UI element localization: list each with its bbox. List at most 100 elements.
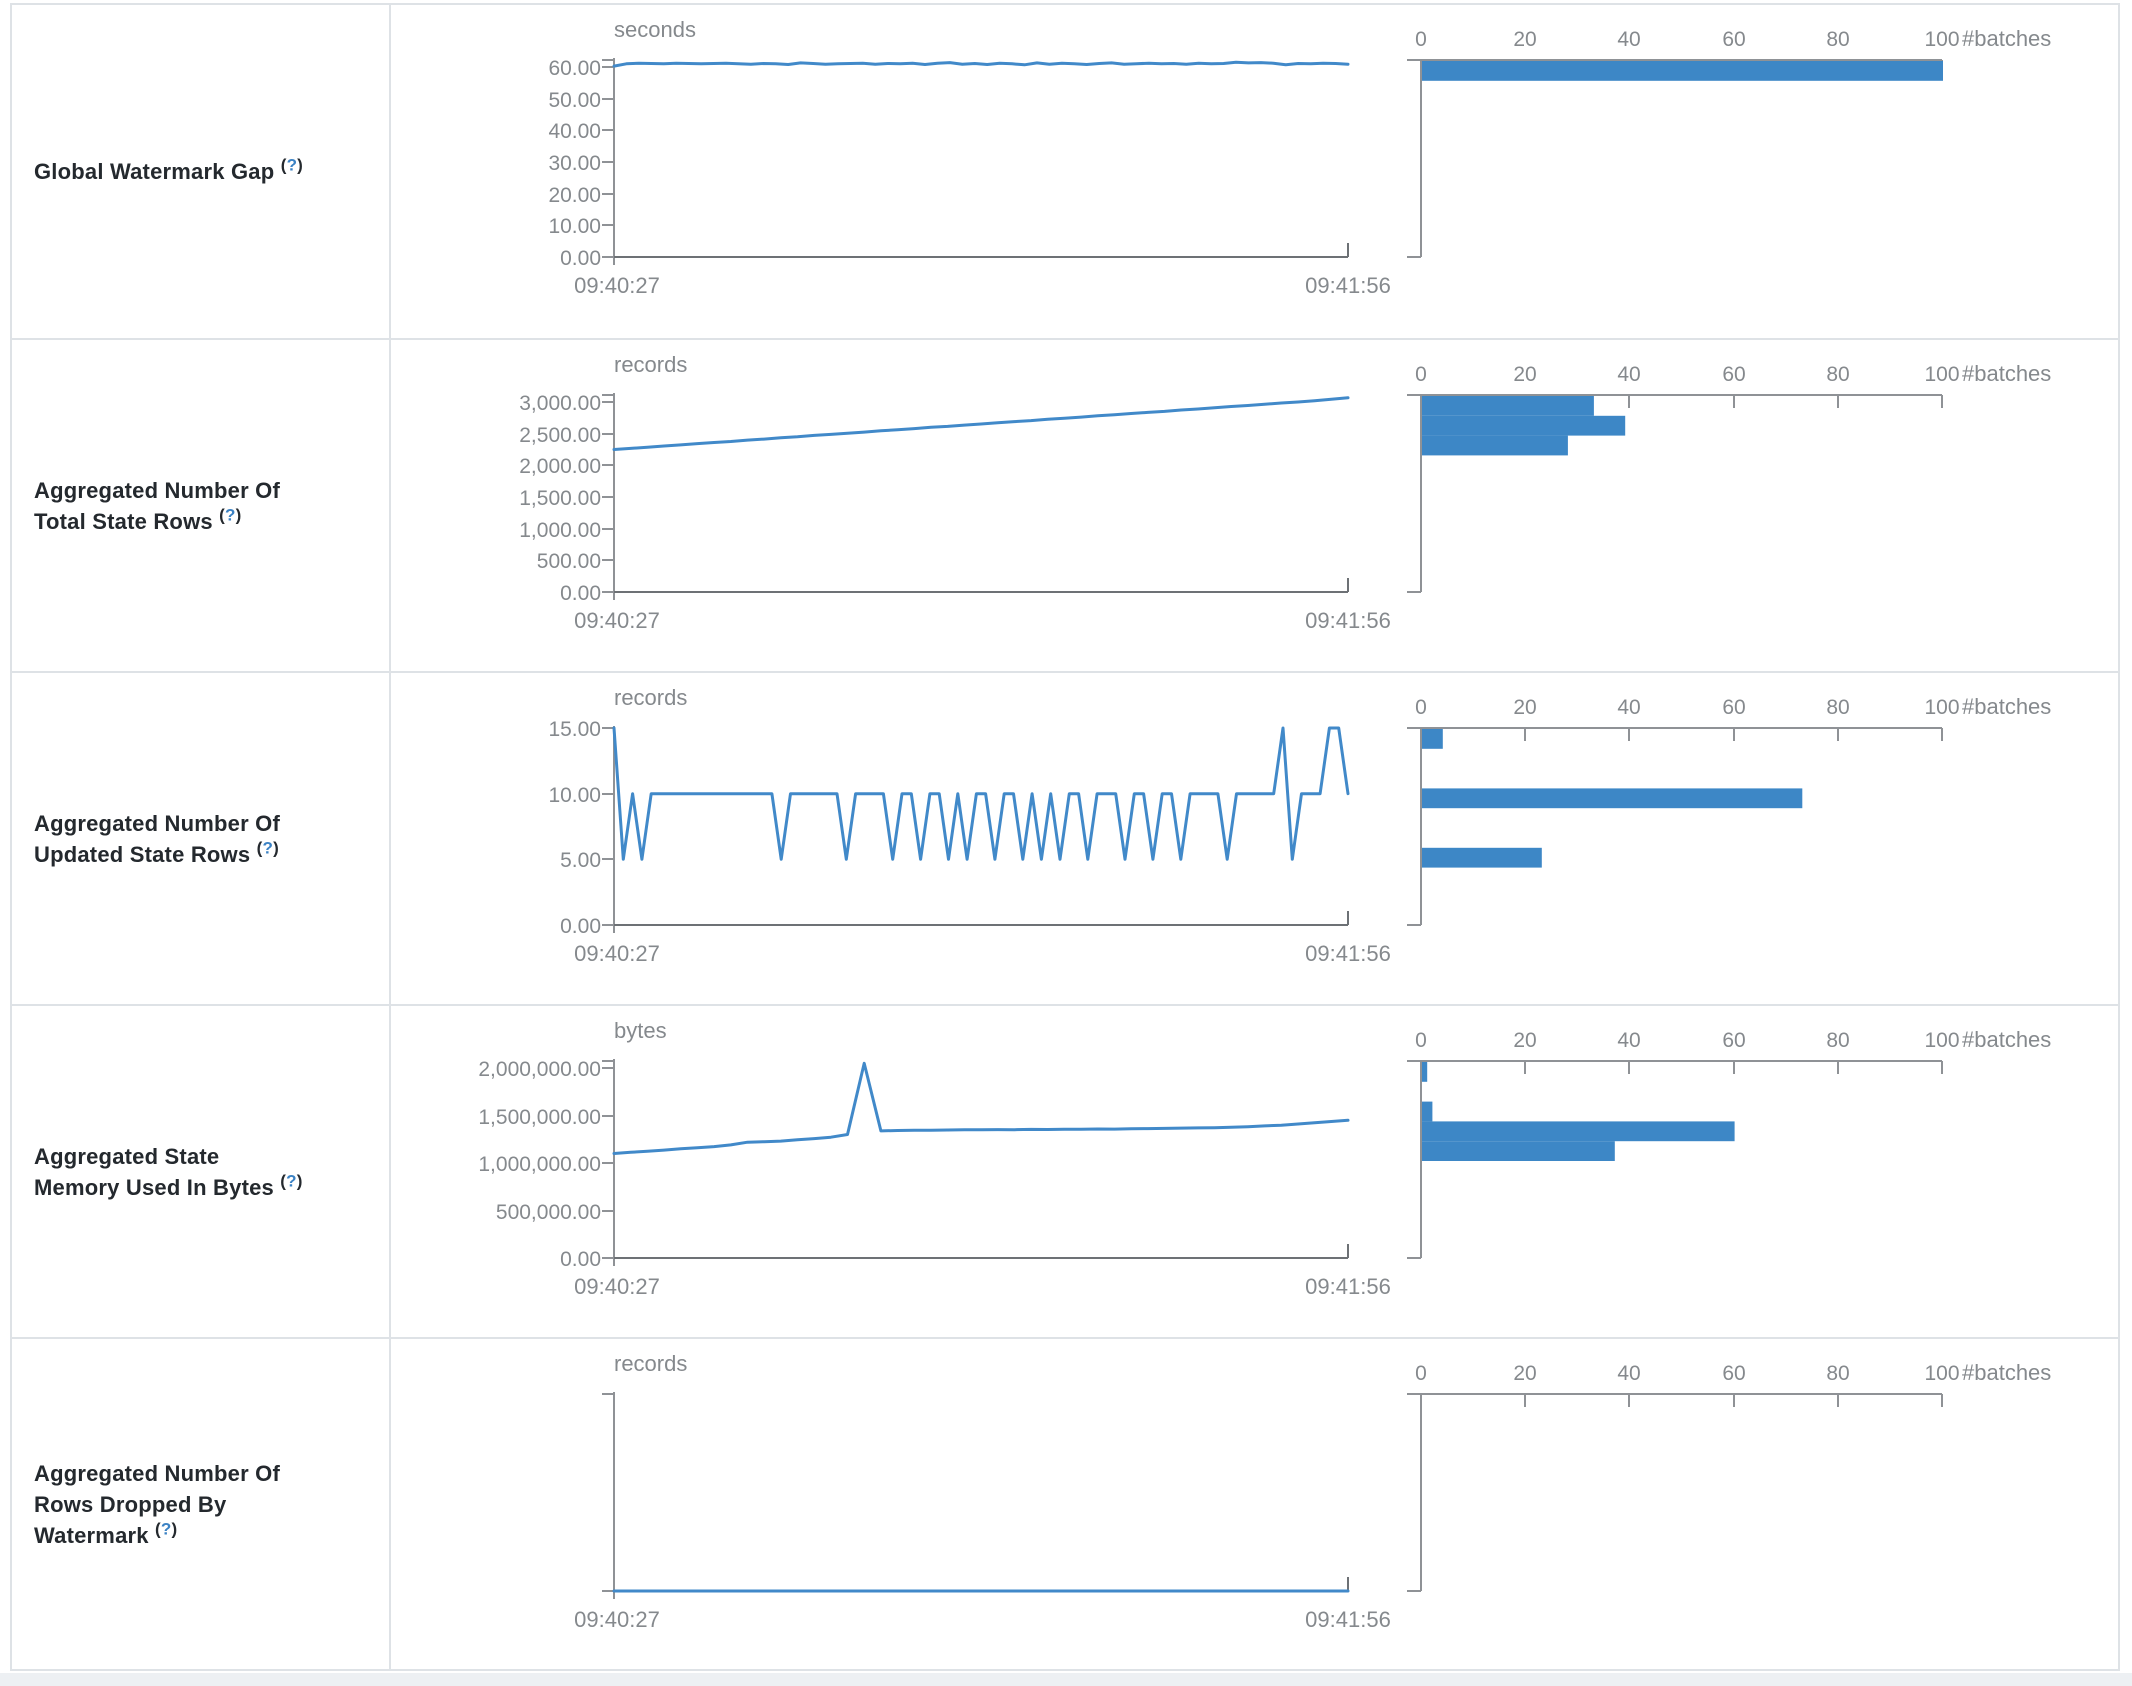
histogram-bar <box>1422 1101 1433 1122</box>
svg-text:09:40:27: 09:40:27 <box>574 273 660 298</box>
svg-text:10.00: 10.00 <box>548 784 601 807</box>
histogram-bar <box>1422 435 1568 456</box>
svg-text:09:41:56: 09:41:56 <box>1305 273 1391 298</box>
svg-text:2,000,000.00: 2,000,000.00 <box>478 1058 601 1081</box>
metric-label-cell: Aggregated Number Of Total State Rows (?… <box>12 340 391 671</box>
svg-text:records: records <box>614 1351 687 1376</box>
svg-text:09:41:56: 09:41:56 <box>1305 608 1391 633</box>
svg-text:seconds: seconds <box>614 17 696 42</box>
svg-text:1,000.00: 1,000.00 <box>519 519 601 542</box>
svg-text:5.00: 5.00 <box>560 849 601 872</box>
svg-text:40: 40 <box>1617 696 1640 719</box>
svg-text:40: 40 <box>1617 1029 1640 1052</box>
histogram-bar <box>1422 847 1542 868</box>
metric-name: Aggregated State Memory Used In Bytes <box>34 1143 274 1200</box>
metric-name: Aggregated Number Of Rows Dropped By Wat… <box>34 1460 281 1548</box>
metric-label: Global Watermark Gap (?) <box>34 156 304 187</box>
svg-text:40: 40 <box>1617 1362 1640 1385</box>
metric-charts-cell: bytes 2,000,000.00 1,500,000.00 1,000,000.0… <box>391 1006 2118 1337</box>
metric-label-cell: Aggregated State Memory Used In Bytes (?… <box>12 1006 391 1337</box>
metric-charts-cell: records 15.00 10.00 5.00 0.00 09:40:27 09:41:5… <box>391 673 2118 1004</box>
metric-name: Global Watermark Gap <box>34 159 275 184</box>
svg-text:0: 0 <box>1415 1029 1427 1052</box>
svg-text:3,000.00: 3,000.00 <box>519 392 601 415</box>
svg-text:100: 100 <box>1924 363 1959 386</box>
histogram-chart: 0 20 40 60 80 100 #batches <box>1407 26 2051 258</box>
svg-text:0.00: 0.00 <box>560 247 601 270</box>
svg-text:100: 100 <box>1924 1029 1959 1052</box>
svg-text:500.00: 500.00 <box>537 550 601 573</box>
histogram-axes <box>1407 1393 1943 1592</box>
timeline-chart: bytes 2,000,000.00 1,500,000.00 1,000,000.0… <box>478 1018 1391 1299</box>
metric-charts-cell: seconds 60.00 50.00 40.00 30.00 20.00 10.00 0.0… <box>391 5 2118 338</box>
svg-text:#batches: #batches <box>1962 26 2051 51</box>
svg-text:60: 60 <box>1722 28 1745 51</box>
svg-text:20: 20 <box>1513 363 1536 386</box>
help-tooltip-link[interactable]: (?) <box>219 505 242 525</box>
histogram-bar <box>1422 729 1443 749</box>
timeline-series-line <box>612 726 1350 861</box>
svg-text:09:41:56: 09:41:56 <box>1305 941 1391 966</box>
histogram-bars <box>1422 396 1626 456</box>
svg-text:20: 20 <box>1513 1362 1536 1385</box>
svg-text:09:40:27: 09:40:27 <box>574 941 660 966</box>
histogram-bar <box>1422 61 1943 81</box>
histogram-axes <box>1407 1060 1943 1259</box>
histogram-chart: 0 20 40 60 80 100 #batches <box>1407 694 2051 926</box>
svg-text:#batches: #batches <box>1962 1360 2051 1385</box>
svg-text:2,500.00: 2,500.00 <box>519 424 601 447</box>
streaming-stats-table: Global Watermark Gap (?) seconds 60.00 50.… <box>10 3 2120 1671</box>
svg-text:20: 20 <box>1513 28 1536 51</box>
timeline-axes <box>602 1059 1349 1266</box>
histogram-bars <box>1422 729 1803 868</box>
timeline-chart: seconds 60.00 50.00 40.00 30.00 20.00 10.00 0.0… <box>548 17 1391 298</box>
help-tooltip-link[interactable]: (?) <box>280 1171 303 1191</box>
svg-text:0.00: 0.00 <box>560 915 601 938</box>
metric-charts-cell: records 3,000.00 2,500.00 2,000.00 1,500.00 1… <box>391 340 2118 671</box>
svg-text:0: 0 <box>1415 28 1427 51</box>
svg-text:09:40:27: 09:40:27 <box>574 1607 660 1632</box>
histogram-bar <box>1422 788 1803 809</box>
svg-text:30.00: 30.00 <box>548 152 601 175</box>
metric-label-cell: Global Watermark Gap (?) <box>12 5 391 338</box>
svg-text:0.00: 0.00 <box>560 582 601 605</box>
question-mark-icon: ? <box>225 505 236 525</box>
histogram-bar <box>1422 1062 1428 1082</box>
help-tooltip-link[interactable]: (?) <box>280 155 304 175</box>
svg-text:09:41:56: 09:41:56 <box>1305 1607 1391 1632</box>
help-tooltip-link[interactable]: (?) <box>155 1519 178 1539</box>
svg-text:60: 60 <box>1722 1029 1745 1052</box>
timeline-series-line <box>612 396 1350 451</box>
metric-label: Aggregated Number Of Updated State Rows … <box>34 808 304 870</box>
page-footer-strip <box>0 1673 2132 1686</box>
metric-label-cell: Aggregated Number Of Rows Dropped By Wat… <box>12 1339 391 1669</box>
histogram-bar <box>1422 1141 1615 1161</box>
metric-name: Aggregated Number Of Total State Rows <box>34 477 281 534</box>
histogram-bars <box>1422 61 1943 81</box>
svg-text:09:40:27: 09:40:27 <box>574 1274 660 1299</box>
svg-text:09:40:27: 09:40:27 <box>574 608 660 633</box>
metric-charts-cell: records 09:40:27 09:41:56 0 20 40 60 80 100 #bat… <box>391 1339 2118 1669</box>
svg-text:60: 60 <box>1722 1362 1745 1385</box>
svg-text:20: 20 <box>1513 1029 1536 1052</box>
svg-text:80: 80 <box>1826 1362 1849 1385</box>
svg-text:records: records <box>614 352 687 377</box>
timeline-axes <box>602 58 1349 265</box>
svg-text:1,500.00: 1,500.00 <box>519 487 601 510</box>
svg-text:60: 60 <box>1722 363 1745 386</box>
svg-text:50.00: 50.00 <box>548 89 601 112</box>
histogram-axes <box>1407 59 1943 258</box>
svg-text:40: 40 <box>1617 28 1640 51</box>
timeline-chart: records 15.00 10.00 5.00 0.00 09:40:27 09:41:5… <box>548 685 1391 966</box>
svg-text:20.00: 20.00 <box>548 184 601 207</box>
svg-text:80: 80 <box>1826 28 1849 51</box>
svg-text:#batches: #batches <box>1962 361 2051 386</box>
metric-row: Aggregated State Memory Used In Bytes (?… <box>12 1004 2118 1337</box>
histogram-bar <box>1422 1121 1735 1142</box>
help-tooltip-link[interactable]: (?) <box>256 838 279 858</box>
histogram-bars <box>1422 1062 1735 1161</box>
metric-label: Aggregated State Memory Used In Bytes (?… <box>34 1141 304 1203</box>
svg-text:80: 80 <box>1826 696 1849 719</box>
svg-text:09:41:56: 09:41:56 <box>1305 1274 1391 1299</box>
timeline-axes <box>602 726 1349 933</box>
